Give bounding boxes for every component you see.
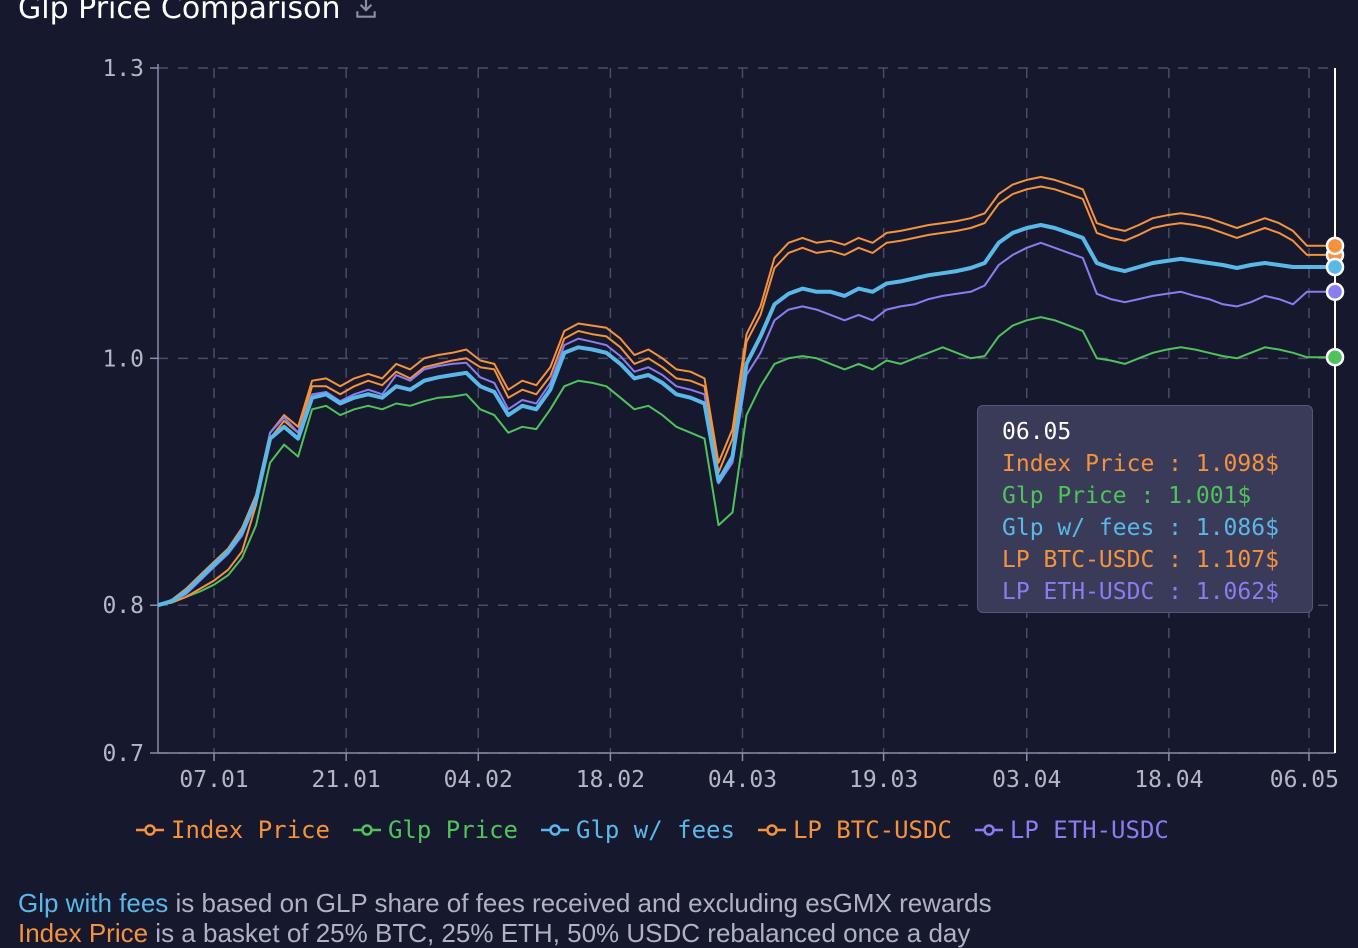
legend-item-lp-btc-usdc[interactable]: LP BTC-USDC [757, 816, 952, 844]
x-tick-label: 21.01 [312, 767, 381, 793]
hover-point-glp-price [1325, 347, 1345, 367]
legend-item-index-price[interactable]: Index Price [135, 816, 330, 844]
tooltip-row: Index Price : 1.098$ [1002, 451, 1279, 477]
chart-legend: Index Price Glp Price Glp w/ fees LP BTC-US… [135, 812, 1169, 848]
legend-item-glp-w-fees[interactable]: Glp w/ fees [540, 816, 735, 844]
y-tick-label: 0.8 [102, 593, 144, 619]
legend-line-marker-icon [352, 824, 381, 836]
hover-point-lp-eth-usdc [1325, 282, 1345, 302]
legend-line-marker-icon [541, 824, 569, 836]
legend-item-glp-price[interactable]: Glp Price [352, 816, 518, 844]
legend-label: Glp Price [387, 816, 518, 844]
x-tick-label: 19.03 [849, 767, 918, 793]
chart-notes: Glp with fees is based on GLP share of f… [18, 888, 992, 948]
x-tick-label: 18.04 [1134, 767, 1203, 793]
note-glp-fees-text: is based on GLP share of fees received a… [168, 888, 992, 918]
x-tick-label: 18.02 [576, 767, 645, 793]
note-index-price-text: is a basket of 25% BTC, 25% ETH, 50% USD… [148, 918, 971, 948]
legend-label: Index Price [171, 816, 330, 844]
x-tick-label: 04.03 [708, 767, 777, 793]
legend-line-marker-icon [974, 824, 1003, 836]
series-line-glp-w-fees [157, 223, 1335, 608]
note-index-price: Index Price is a basket of 25% BTC, 25% … [18, 918, 992, 948]
legend-label: Glp w/ fees [576, 816, 735, 844]
y-tick-label: 0.7 [102, 741, 144, 767]
chart-tooltip: 06.05 Index Price : 1.098$ Glp Price : 1.… [977, 405, 1313, 613]
legend-line-marker-icon [136, 824, 164, 836]
note-glp-fees-highlight: Glp with fees [18, 888, 169, 918]
x-tick-label: 06.05 [1270, 767, 1339, 793]
legend-label: LP ETH-USDC [1009, 816, 1169, 844]
hover-point-lp-btc-usdc [1325, 236, 1345, 256]
tooltip-row: Glp w/ fees : 1.086$ [1002, 515, 1279, 541]
x-tick-label: 04.02 [444, 767, 513, 793]
series-line-lp-btc-usdc [157, 176, 1335, 607]
download-icon[interactable] [353, 0, 379, 21]
tooltip-date: 06.05 [1002, 419, 1072, 445]
series-line-index-price [157, 185, 1335, 607]
legend-label: LP BTC-USDC [792, 816, 952, 844]
hover-point-glp-w-fees [1325, 257, 1345, 277]
tooltip-row: Glp Price : 1.001$ [1002, 483, 1252, 509]
x-tick-label: 07.01 [179, 767, 248, 793]
legend-item-lp-eth-usdc[interactable]: LP ETH-USDC [974, 816, 1169, 844]
x-tick-label: 03.04 [992, 767, 1061, 793]
y-tick-label: 1.0 [102, 346, 144, 372]
series-line-glp-price [157, 316, 1335, 607]
tooltip-row: LP BTC-USDC : 1.107$ [1002, 547, 1279, 573]
legend-line-marker-icon [757, 824, 786, 836]
title-row: Glp Price Comparison [18, 0, 379, 28]
tooltip-row: LP ETH-USDC : 1.062$ [1002, 579, 1279, 605]
y-tick-label: 1.3 [102, 56, 144, 82]
note-glp-fees: Glp with fees is based on GLP share of f… [18, 888, 992, 918]
chart-title: Glp Price Comparison [18, 0, 341, 26]
note-index-price-highlight: Index Price [18, 918, 149, 948]
